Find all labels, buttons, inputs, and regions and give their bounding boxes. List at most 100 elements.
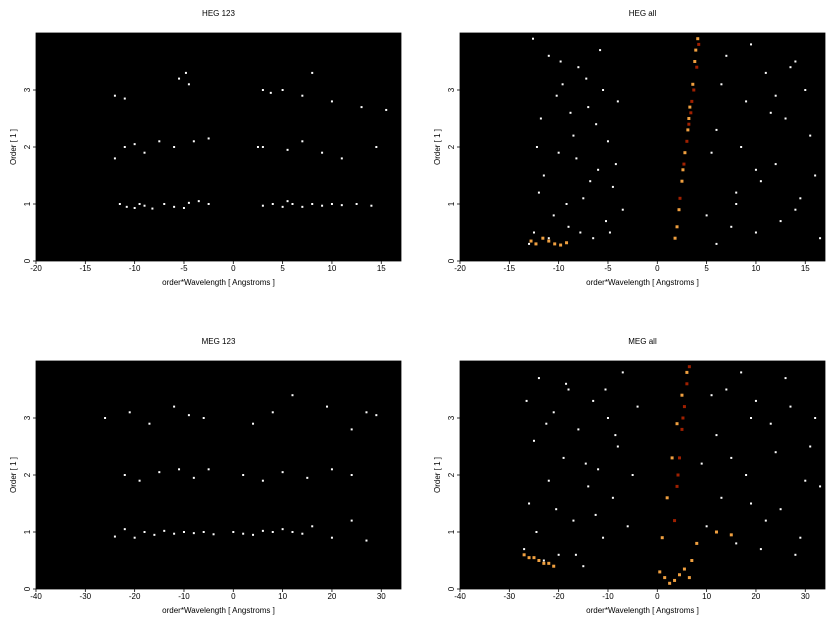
x-tick-label: 10 bbox=[278, 592, 287, 601]
point bbox=[663, 576, 667, 580]
point bbox=[677, 456, 681, 460]
point bbox=[799, 197, 802, 200]
point bbox=[173, 532, 176, 535]
point bbox=[725, 388, 728, 391]
point bbox=[682, 162, 686, 166]
point bbox=[587, 485, 590, 488]
point bbox=[750, 502, 753, 505]
point bbox=[184, 71, 187, 74]
point bbox=[301, 532, 304, 535]
x-tick-label: 30 bbox=[377, 592, 386, 601]
point bbox=[720, 496, 723, 499]
plot-frame bbox=[459, 360, 826, 590]
point bbox=[125, 205, 128, 208]
point bbox=[575, 157, 578, 160]
point bbox=[594, 513, 597, 516]
x-tick-label: -10 bbox=[178, 592, 190, 601]
point bbox=[606, 140, 609, 143]
point bbox=[360, 106, 363, 109]
point bbox=[611, 496, 614, 499]
point bbox=[784, 117, 787, 120]
point bbox=[291, 394, 294, 397]
point bbox=[690, 559, 694, 562]
point bbox=[202, 417, 205, 419]
x-tick-label: 15 bbox=[377, 264, 386, 273]
y-tick-label: 3 bbox=[447, 415, 456, 420]
point bbox=[774, 163, 777, 166]
point bbox=[271, 411, 274, 414]
point bbox=[340, 157, 343, 160]
point bbox=[182, 531, 185, 533]
point bbox=[281, 528, 284, 531]
point bbox=[537, 191, 540, 194]
point bbox=[694, 48, 698, 52]
point bbox=[572, 134, 575, 137]
point bbox=[565, 203, 568, 205]
point bbox=[321, 151, 324, 154]
point bbox=[291, 203, 294, 205]
point bbox=[692, 88, 696, 92]
point bbox=[178, 468, 181, 471]
point bbox=[271, 531, 274, 533]
point bbox=[291, 531, 294, 533]
x-tick-label: 10 bbox=[327, 264, 336, 273]
point bbox=[691, 82, 695, 86]
point bbox=[705, 525, 708, 528]
point bbox=[700, 462, 703, 465]
point bbox=[567, 388, 570, 391]
point bbox=[523, 548, 526, 551]
point bbox=[252, 422, 255, 425]
point bbox=[675, 484, 679, 488]
point bbox=[636, 405, 639, 408]
point bbox=[532, 231, 535, 234]
point bbox=[350, 519, 353, 522]
y-tick-label: 2 bbox=[447, 472, 456, 477]
point bbox=[685, 370, 689, 374]
x-axis-label: order*Wavelength [ Angstroms ] bbox=[162, 606, 275, 615]
point bbox=[682, 567, 686, 571]
point bbox=[621, 208, 624, 211]
point bbox=[592, 399, 595, 402]
point bbox=[565, 382, 568, 385]
point bbox=[207, 137, 210, 140]
point bbox=[123, 528, 126, 531]
point bbox=[330, 468, 333, 471]
plot-frame bbox=[35, 360, 402, 590]
point bbox=[261, 146, 264, 148]
point bbox=[678, 196, 682, 200]
point bbox=[173, 205, 176, 208]
point bbox=[123, 474, 126, 476]
point bbox=[207, 468, 210, 471]
point bbox=[163, 529, 166, 532]
point bbox=[582, 197, 585, 200]
point bbox=[281, 205, 284, 208]
x-tick-label: -10 bbox=[129, 264, 141, 273]
point bbox=[569, 111, 572, 114]
x-tick-label: 0 bbox=[231, 264, 236, 273]
point bbox=[158, 140, 161, 143]
point bbox=[552, 564, 556, 568]
point bbox=[597, 468, 600, 471]
point bbox=[559, 243, 563, 247]
point bbox=[525, 399, 528, 402]
point bbox=[192, 140, 195, 143]
point bbox=[764, 519, 767, 522]
point bbox=[687, 576, 691, 580]
y-tick-label: 3 bbox=[23, 87, 32, 92]
point bbox=[794, 208, 797, 211]
point bbox=[118, 203, 121, 205]
point bbox=[269, 91, 272, 94]
point bbox=[133, 206, 136, 209]
point bbox=[779, 508, 782, 511]
point bbox=[595, 123, 598, 126]
point bbox=[735, 203, 738, 205]
point bbox=[687, 117, 691, 120]
point bbox=[602, 89, 605, 91]
x-tick-label: -10 bbox=[602, 592, 614, 601]
point bbox=[163, 203, 166, 205]
x-tick-label: -20 bbox=[454, 264, 466, 273]
point bbox=[740, 371, 743, 374]
point bbox=[547, 54, 550, 57]
plot-frame bbox=[459, 32, 826, 262]
point bbox=[685, 382, 689, 386]
